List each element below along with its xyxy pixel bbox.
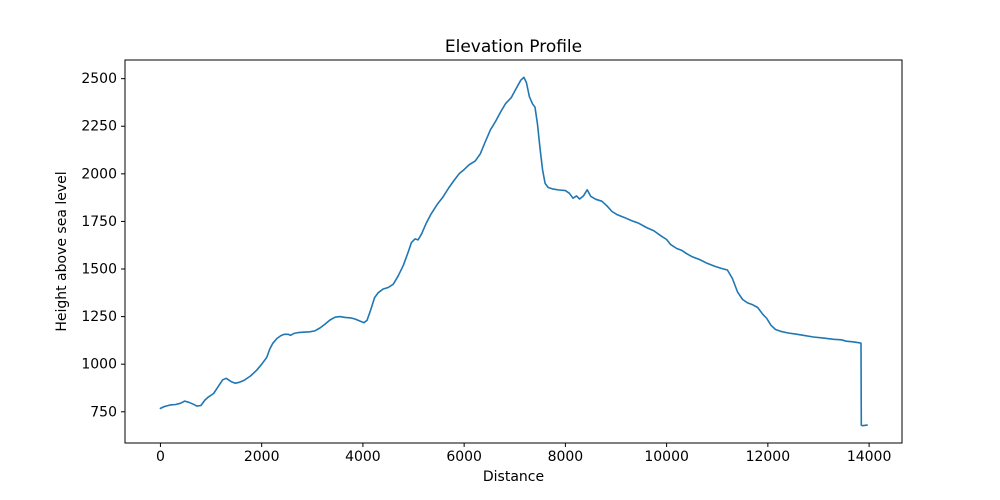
elevation-line [159, 76, 868, 427]
x-tick-label: 0 [156, 449, 165, 465]
y-axis-ticks: 750 1000 1250 1500 1750 2000 2250 2500 [81, 71, 125, 420]
plot-area: 0 2000 4000 6000 8000 10000 12000 14000 750 1000 1… [81, 59, 903, 465]
plot-border [124, 59, 903, 444]
x-axis-label: Distance [483, 469, 544, 485]
x-tick-label: 2000 [244, 449, 280, 465]
y-tick-label: 1750 [81, 214, 117, 230]
x-tick-label: 14000 [847, 449, 892, 465]
y-axis-label: Height above sea level [54, 171, 70, 331]
y-tick-label: 2250 [81, 119, 117, 135]
x-tick-label: 4000 [345, 449, 381, 465]
y-tick-label: 1500 [81, 262, 117, 278]
y-tick-label: 1000 [81, 357, 117, 373]
y-tick-label: 750 [90, 404, 117, 420]
y-tick-label: 1250 [81, 309, 117, 325]
x-tick-label: 8000 [548, 449, 584, 465]
x-tick-label: 6000 [446, 449, 482, 465]
y-tick-label: 2500 [81, 71, 117, 87]
y-tick-label: 2000 [81, 166, 117, 182]
x-axis-ticks: 0 2000 4000 6000 8000 10000 12000 14000 [156, 443, 891, 465]
x-tick-label: 12000 [746, 449, 791, 465]
chart-title: Elevation Profile [445, 37, 582, 57]
x-tick-label: 10000 [644, 449, 689, 465]
